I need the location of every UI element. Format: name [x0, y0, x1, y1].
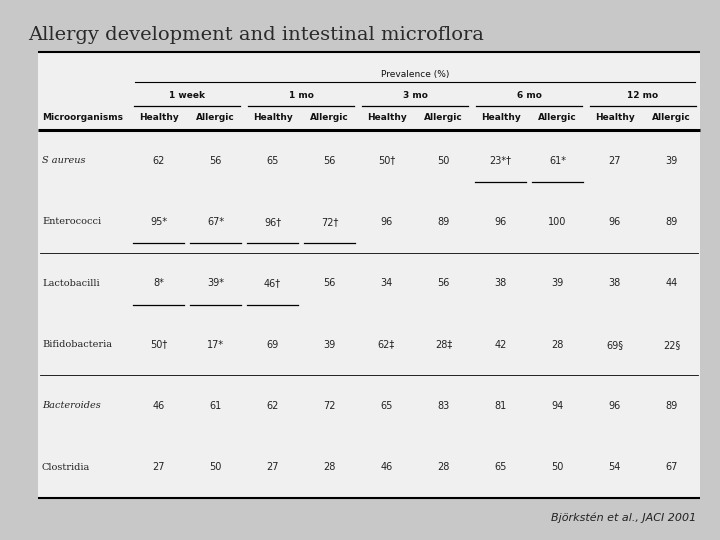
Text: Clostridia: Clostridia: [42, 463, 90, 472]
Text: 23*†: 23*†: [490, 156, 511, 166]
Text: 89: 89: [665, 217, 678, 227]
Text: Prevalence (%): Prevalence (%): [381, 70, 449, 78]
Text: 69: 69: [266, 340, 279, 350]
Text: 1 mo: 1 mo: [289, 91, 313, 100]
Text: 3 mo: 3 mo: [402, 91, 428, 100]
Text: Enterococci: Enterococci: [42, 218, 101, 226]
Text: 67: 67: [665, 462, 678, 472]
Text: 69§: 69§: [606, 340, 623, 350]
Text: 8*: 8*: [153, 278, 164, 288]
Text: 61*: 61*: [549, 156, 566, 166]
Text: 94: 94: [552, 401, 564, 411]
Text: 56: 56: [323, 278, 336, 288]
Text: 22§: 22§: [663, 340, 680, 350]
Text: 12 mo: 12 mo: [627, 91, 659, 100]
Text: 42: 42: [495, 340, 507, 350]
Text: 44: 44: [665, 278, 678, 288]
Text: 38: 38: [495, 278, 507, 288]
Text: 50†: 50†: [378, 156, 395, 166]
Text: S aureus: S aureus: [42, 156, 86, 165]
Text: Bacteroides: Bacteroides: [42, 402, 101, 410]
Text: 81: 81: [495, 401, 507, 411]
Text: 96†: 96†: [264, 217, 281, 227]
Text: 96: 96: [608, 217, 621, 227]
Text: Healthy: Healthy: [481, 112, 521, 122]
Text: 38: 38: [608, 278, 621, 288]
Text: 61: 61: [210, 401, 222, 411]
Text: 27: 27: [152, 462, 165, 472]
Text: 96: 96: [380, 217, 392, 227]
Text: Healthy: Healthy: [366, 112, 406, 122]
Text: 34: 34: [380, 278, 392, 288]
Text: Healthy: Healthy: [253, 112, 292, 122]
Text: 27: 27: [266, 462, 279, 472]
Text: 96: 96: [608, 401, 621, 411]
Text: Björkstén et al., JACI 2001: Björkstén et al., JACI 2001: [551, 513, 696, 523]
Text: 62: 62: [266, 401, 279, 411]
Text: 65: 65: [495, 462, 507, 472]
Text: 96: 96: [495, 217, 507, 227]
Text: 39*: 39*: [207, 278, 224, 288]
Text: 1 week: 1 week: [169, 91, 205, 100]
Text: 39: 39: [665, 156, 678, 166]
Text: 28: 28: [323, 462, 336, 472]
Text: Allergy development and intestinal microflora: Allergy development and intestinal micro…: [28, 26, 484, 44]
Text: 50: 50: [437, 156, 450, 166]
Text: 46: 46: [380, 462, 392, 472]
Text: 89: 89: [437, 217, 449, 227]
Text: Allergic: Allergic: [310, 112, 349, 122]
Text: 27: 27: [608, 156, 621, 166]
Bar: [38, 52, 700, 498]
Text: 95*: 95*: [150, 217, 167, 227]
Text: 28: 28: [552, 340, 564, 350]
Text: 50: 50: [552, 462, 564, 472]
Text: 54: 54: [608, 462, 621, 472]
Text: 46: 46: [153, 401, 165, 411]
Text: 100: 100: [549, 217, 567, 227]
Text: Healthy: Healthy: [595, 112, 634, 122]
Text: 28‡: 28‡: [435, 340, 452, 350]
Text: 72†: 72†: [321, 217, 338, 227]
Text: 83: 83: [437, 401, 449, 411]
Text: 46†: 46†: [264, 278, 281, 288]
Text: 62: 62: [153, 156, 165, 166]
Text: 50: 50: [210, 462, 222, 472]
Text: 28: 28: [437, 462, 450, 472]
Text: 65: 65: [266, 156, 279, 166]
Text: 67*: 67*: [207, 217, 224, 227]
Text: 72: 72: [323, 401, 336, 411]
Text: 56: 56: [210, 156, 222, 166]
Text: 62‡: 62‡: [378, 340, 395, 350]
Text: Microorganisms: Microorganisms: [42, 112, 123, 122]
Text: 56: 56: [323, 156, 336, 166]
Text: 50†: 50†: [150, 340, 167, 350]
Text: Lactobacilli: Lactobacilli: [42, 279, 99, 288]
Text: 6 mo: 6 mo: [516, 91, 541, 100]
Text: 89: 89: [665, 401, 678, 411]
Text: Allergic: Allergic: [652, 112, 691, 122]
Text: 65: 65: [380, 401, 392, 411]
Text: Allergic: Allergic: [538, 112, 577, 122]
Text: Allergic: Allergic: [196, 112, 235, 122]
Text: 39: 39: [323, 340, 336, 350]
Text: Bifidobacteria: Bifidobacteria: [42, 340, 112, 349]
Text: Healthy: Healthy: [139, 112, 179, 122]
Text: 39: 39: [552, 278, 564, 288]
Text: 56: 56: [437, 278, 450, 288]
Text: Allergic: Allergic: [424, 112, 463, 122]
Text: 17*: 17*: [207, 340, 224, 350]
